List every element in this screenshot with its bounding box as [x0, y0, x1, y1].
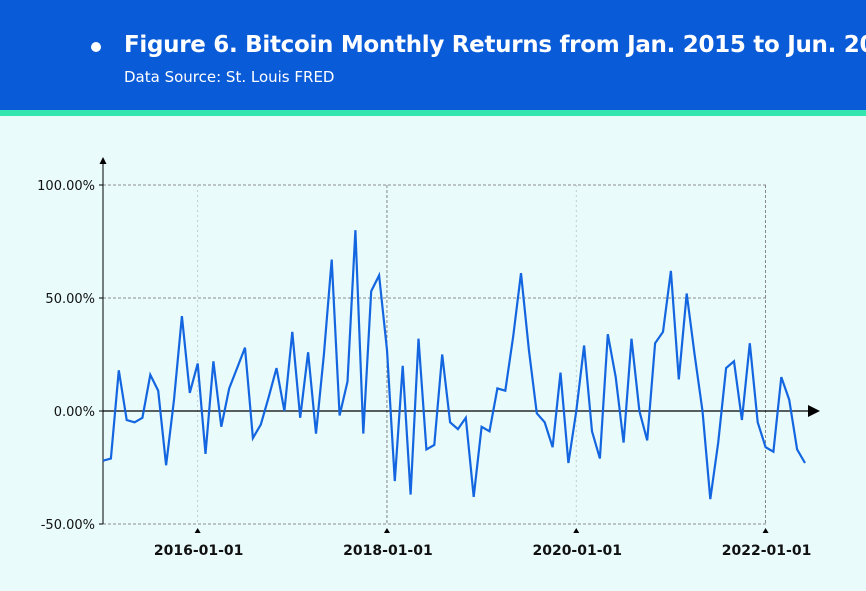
chart-title: Figure 6. Bitcoin Monthly Returns from J… — [124, 32, 866, 58]
x-tick-mark — [383, 528, 390, 533]
accent-strip — [0, 110, 866, 116]
x-tick-mark — [194, 528, 201, 533]
y-tick-label: 50.00% — [45, 292, 95, 307]
x-axis-arrow-icon — [808, 405, 820, 417]
series-line — [102, 230, 806, 500]
x-tick-mark — [762, 528, 769, 533]
chart-subtitle: Data Source: St. Louis FRED — [124, 68, 335, 86]
y-tick-label: 100.00% — [37, 179, 95, 194]
x-tick-mark — [573, 528, 580, 533]
x-tick-label: 2022-01-01 — [722, 543, 812, 559]
line-chart: 100.00% 50.00% 0.00% -50.00% 2016-01-01 2018-… — [37, 157, 820, 559]
y-tick-label: 0.00% — [54, 405, 95, 420]
x-tick-label: 2016-01-01 — [154, 543, 244, 559]
bullet-icon — [91, 42, 101, 52]
header-banner: Figure 6. Bitcoin Monthly Returns from J… — [0, 0, 866, 110]
y-axis-arrow-icon — [99, 157, 107, 164]
y-tick-label: -50.00% — [41, 518, 95, 533]
x-tick-label: 2018-01-01 — [343, 543, 433, 559]
x-tick-label: 2020-01-01 — [532, 543, 622, 559]
